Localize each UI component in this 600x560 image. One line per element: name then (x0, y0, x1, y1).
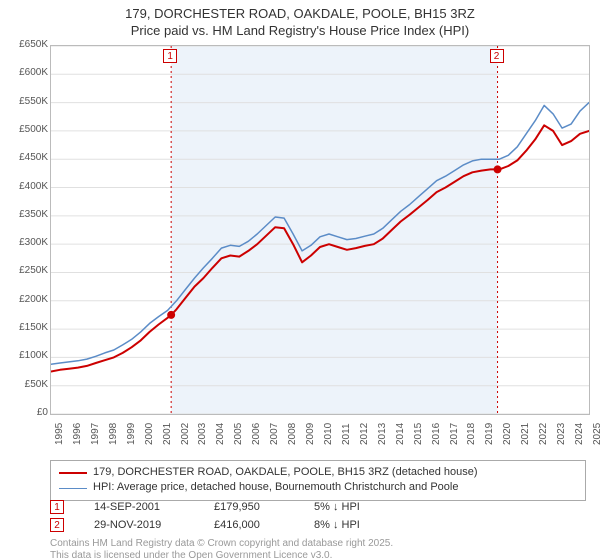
x-tick-label: 2021 (520, 423, 531, 445)
plot-marker-badge: 2 (490, 49, 504, 63)
x-tick-label: 1999 (126, 423, 137, 445)
y-tick-label: £50K (0, 379, 48, 390)
legend-label-property: 179, DORCHESTER ROAD, OAKDALE, POOLE, BH… (93, 465, 478, 480)
x-tick-label: 2006 (251, 423, 262, 445)
transactions-table: 1 14-SEP-2001 £179,950 5% ↓ HPI 2 29-NOV… (50, 500, 586, 536)
legend-swatch-property (59, 472, 87, 474)
x-tick-label: 2001 (162, 423, 173, 445)
chart-container: 179, DORCHESTER ROAD, OAKDALE, POOLE, BH… (0, 0, 600, 560)
transaction-pct-1: 5% ↓ HPI (314, 501, 360, 513)
x-tick-label: 2023 (556, 423, 567, 445)
x-tick-label: 2025 (592, 423, 600, 445)
y-tick-label: £350K (0, 209, 48, 220)
x-tick-label: 2011 (341, 423, 352, 445)
y-tick-label: £150K (0, 322, 48, 333)
transaction-pct-2: 8% ↓ HPI (314, 519, 360, 531)
y-tick-label: £500K (0, 124, 48, 135)
x-tick-label: 2014 (395, 423, 406, 445)
x-tick-label: 2002 (180, 423, 191, 445)
y-tick-label: £450K (0, 152, 48, 163)
chart-title-line1: 179, DORCHESTER ROAD, OAKDALE, POOLE, BH… (0, 0, 600, 23)
x-tick-label: 2008 (287, 423, 298, 445)
x-tick-label: 2013 (377, 423, 388, 445)
x-tick-label: 2005 (233, 423, 244, 445)
x-tick-label: 2009 (305, 423, 316, 445)
x-tick-label: 2022 (538, 423, 549, 445)
x-tick-label: 2020 (502, 423, 513, 445)
y-tick-label: £200K (0, 294, 48, 305)
y-tick-label: £400K (0, 181, 48, 192)
x-tick-label: 2004 (215, 423, 226, 445)
x-tick-label: 2003 (197, 423, 208, 445)
x-tick-label: 2017 (449, 423, 460, 445)
transaction-badge-2: 2 (50, 518, 64, 532)
transaction-badge-1: 1 (50, 500, 64, 514)
transaction-price-1: £179,950 (214, 501, 284, 513)
x-tick-label: 2012 (359, 423, 370, 445)
legend-item-hpi: HPI: Average price, detached house, Bour… (59, 480, 577, 495)
y-tick-label: £600K (0, 67, 48, 78)
legend-swatch-hpi (59, 488, 87, 489)
legend-box: 179, DORCHESTER ROAD, OAKDALE, POOLE, BH… (50, 460, 586, 501)
y-tick-label: £300K (0, 237, 48, 248)
transaction-row-2: 2 29-NOV-2019 £416,000 8% ↓ HPI (50, 518, 586, 532)
down-arrow-icon: ↓ (333, 519, 339, 531)
plot-marker-badge: 1 (163, 49, 177, 63)
x-tick-label: 2019 (484, 423, 495, 445)
transaction-price-2: £416,000 (214, 519, 284, 531)
y-tick-label: £550K (0, 96, 48, 107)
license-text: Contains HM Land Registry data © Crown c… (50, 538, 393, 560)
x-tick-label: 2024 (574, 423, 585, 445)
y-tick-label: £650K (0, 39, 48, 50)
x-tick-label: 2016 (431, 423, 442, 445)
chart-plot-area (50, 45, 590, 415)
y-tick-label: £0 (0, 407, 48, 418)
chart-title-line2: Price paid vs. HM Land Registry's House … (0, 23, 600, 40)
x-tick-label: 1997 (90, 423, 101, 445)
transaction-date-1: 14-SEP-2001 (94, 501, 184, 513)
x-tick-label: 2010 (323, 423, 334, 445)
y-tick-label: £250K (0, 265, 48, 276)
x-tick-label: 2015 (413, 423, 424, 445)
y-tick-label: £100K (0, 350, 48, 361)
legend-label-hpi: HPI: Average price, detached house, Bour… (93, 480, 458, 495)
transaction-date-2: 29-NOV-2019 (94, 519, 184, 531)
x-tick-label: 2007 (269, 423, 280, 445)
legend-item-property: 179, DORCHESTER ROAD, OAKDALE, POOLE, BH… (59, 465, 577, 480)
down-arrow-icon: ↓ (333, 501, 339, 513)
transaction-row-1: 1 14-SEP-2001 £179,950 5% ↓ HPI (50, 500, 586, 514)
x-tick-label: 1996 (72, 423, 83, 445)
x-tick-label: 2000 (144, 423, 155, 445)
x-tick-label: 1998 (108, 423, 119, 445)
x-tick-label: 2018 (466, 423, 477, 445)
x-tick-label: 1995 (54, 423, 65, 445)
